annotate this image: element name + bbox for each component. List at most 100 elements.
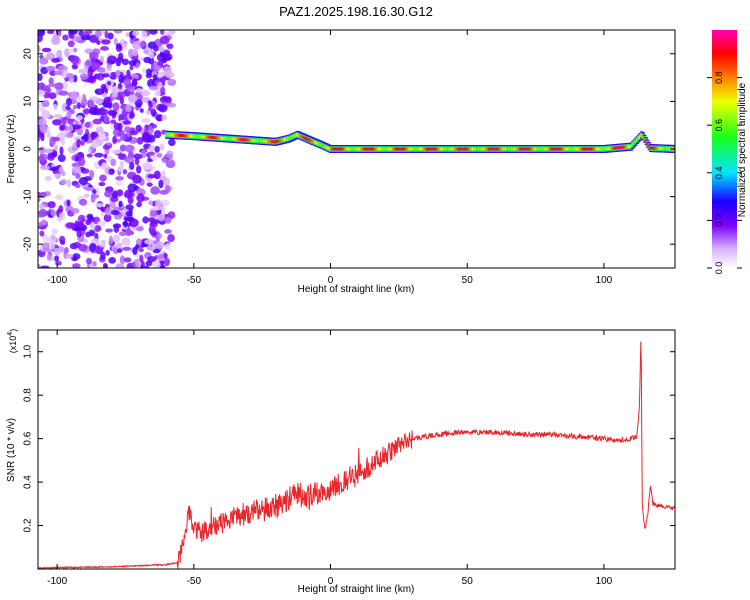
noise-cell: [65, 222, 76, 229]
noise-cell: [51, 36, 61, 46]
y-tick-label: -20: [23, 237, 34, 252]
noise-cell: [101, 73, 110, 78]
noise-cell: [99, 46, 110, 51]
noise-cell: [148, 200, 153, 206]
x-tick-label: 50: [462, 576, 474, 587]
noise-cell: [59, 212, 66, 220]
noise-cell: [107, 32, 114, 40]
noise-cell: [82, 93, 87, 102]
noise-cell: [74, 120, 79, 125]
noise-cell: [45, 52, 56, 61]
noise-cell: [74, 183, 81, 189]
noise-cell: [99, 55, 105, 64]
noise-cell: [67, 40, 75, 48]
colorbar-tick-label: 0.0: [714, 262, 724, 275]
noise-cell: [164, 229, 172, 234]
noise-cell: [136, 201, 142, 208]
noise-cell: [61, 117, 67, 126]
noise-cell: [38, 89, 46, 97]
noise-cell: [117, 165, 124, 173]
noise-cell: [121, 246, 132, 251]
noise-cell: [159, 143, 165, 151]
noise-cell: [100, 83, 108, 91]
snr-x-ticks: -100 -50 0 50 100: [47, 330, 613, 587]
noise-cell: [44, 175, 53, 182]
noise-cell: [50, 209, 57, 217]
noise-cell: [78, 198, 88, 206]
noise-cell: [90, 141, 98, 149]
noise-cell: [70, 208, 80, 214]
noise-cell: [72, 263, 81, 268]
noise-cell: [51, 228, 59, 235]
noise-cell: [151, 123, 157, 129]
noise-cell: [44, 148, 54, 154]
x-tick-label: -100: [47, 576, 67, 587]
noise-cell: [166, 102, 177, 108]
spectrogram-x-ticks: -100 -50 0 50 100: [47, 30, 613, 286]
noise-cell: [158, 233, 163, 239]
noise-cell: [62, 81, 68, 90]
noise-cell: [124, 189, 134, 199]
noise-cell: [58, 205, 64, 213]
noise-cell: [132, 30, 140, 37]
noise-cell: [142, 216, 149, 224]
noise-cell: [96, 88, 102, 93]
noise-cell: [42, 242, 50, 250]
noise-cell: [51, 166, 57, 171]
noise-cell: [147, 217, 156, 223]
noise-cell: [161, 199, 170, 207]
noise-cell: [65, 105, 71, 110]
noise-cell: [54, 255, 60, 262]
noise-cell: [38, 155, 46, 162]
x-tick-label: 100: [596, 275, 613, 286]
noise-cell: [60, 179, 67, 185]
noise-cell: [112, 234, 121, 243]
noise-cell: [154, 199, 163, 208]
noise-cell: [115, 263, 125, 268]
noise-cell: [150, 186, 160, 195]
noise-cell: [72, 241, 82, 249]
figure-title: PAZ1.2025.198.16.30.G12: [279, 4, 433, 19]
noise-cell: [159, 76, 168, 81]
noise-cell: [140, 260, 145, 268]
noise-cell: [125, 104, 132, 113]
noise-cell: [68, 30, 79, 35]
noise-cell: [123, 78, 131, 86]
noise-cell: [124, 126, 132, 133]
noise-cell: [158, 179, 164, 189]
noise-cell: [132, 48, 139, 57]
noise-cell: [163, 66, 172, 75]
noise-cell: [119, 255, 126, 265]
noise-cell: [77, 214, 86, 223]
noise-cell: [152, 74, 158, 81]
noise-cell: [38, 102, 43, 110]
noise-cell: [160, 86, 166, 95]
noise-cell: [126, 87, 136, 92]
noise-cell: [76, 102, 82, 110]
x-tick-label: 0: [328, 275, 334, 286]
noise-cell: [116, 248, 123, 253]
colorbar-gradient: [712, 30, 737, 268]
noise-cell: [39, 57, 49, 65]
noise-cell: [95, 126, 104, 134]
noise-cell: [161, 157, 168, 163]
noise-cell: [49, 234, 57, 243]
noise-cell: [149, 210, 158, 217]
noise-cell: [103, 153, 108, 159]
noise-cell: [98, 182, 106, 187]
noise-cell: [157, 214, 166, 222]
noise-cell: [139, 254, 144, 263]
noise-cell: [64, 77, 69, 82]
noise-cell: [119, 134, 127, 141]
noise-cell: [38, 195, 41, 203]
noise-cell: [41, 219, 47, 226]
noise-cell: [47, 201, 56, 209]
noise-cell: [112, 102, 120, 111]
noise-cell: [128, 112, 135, 119]
y-tick-label: -10: [23, 189, 34, 204]
noise-cell: [112, 135, 117, 145]
noise-cell: [58, 235, 66, 244]
noise-cell: [113, 224, 120, 234]
noise-cell: [81, 31, 89, 36]
noise-cell: [94, 30, 102, 38]
